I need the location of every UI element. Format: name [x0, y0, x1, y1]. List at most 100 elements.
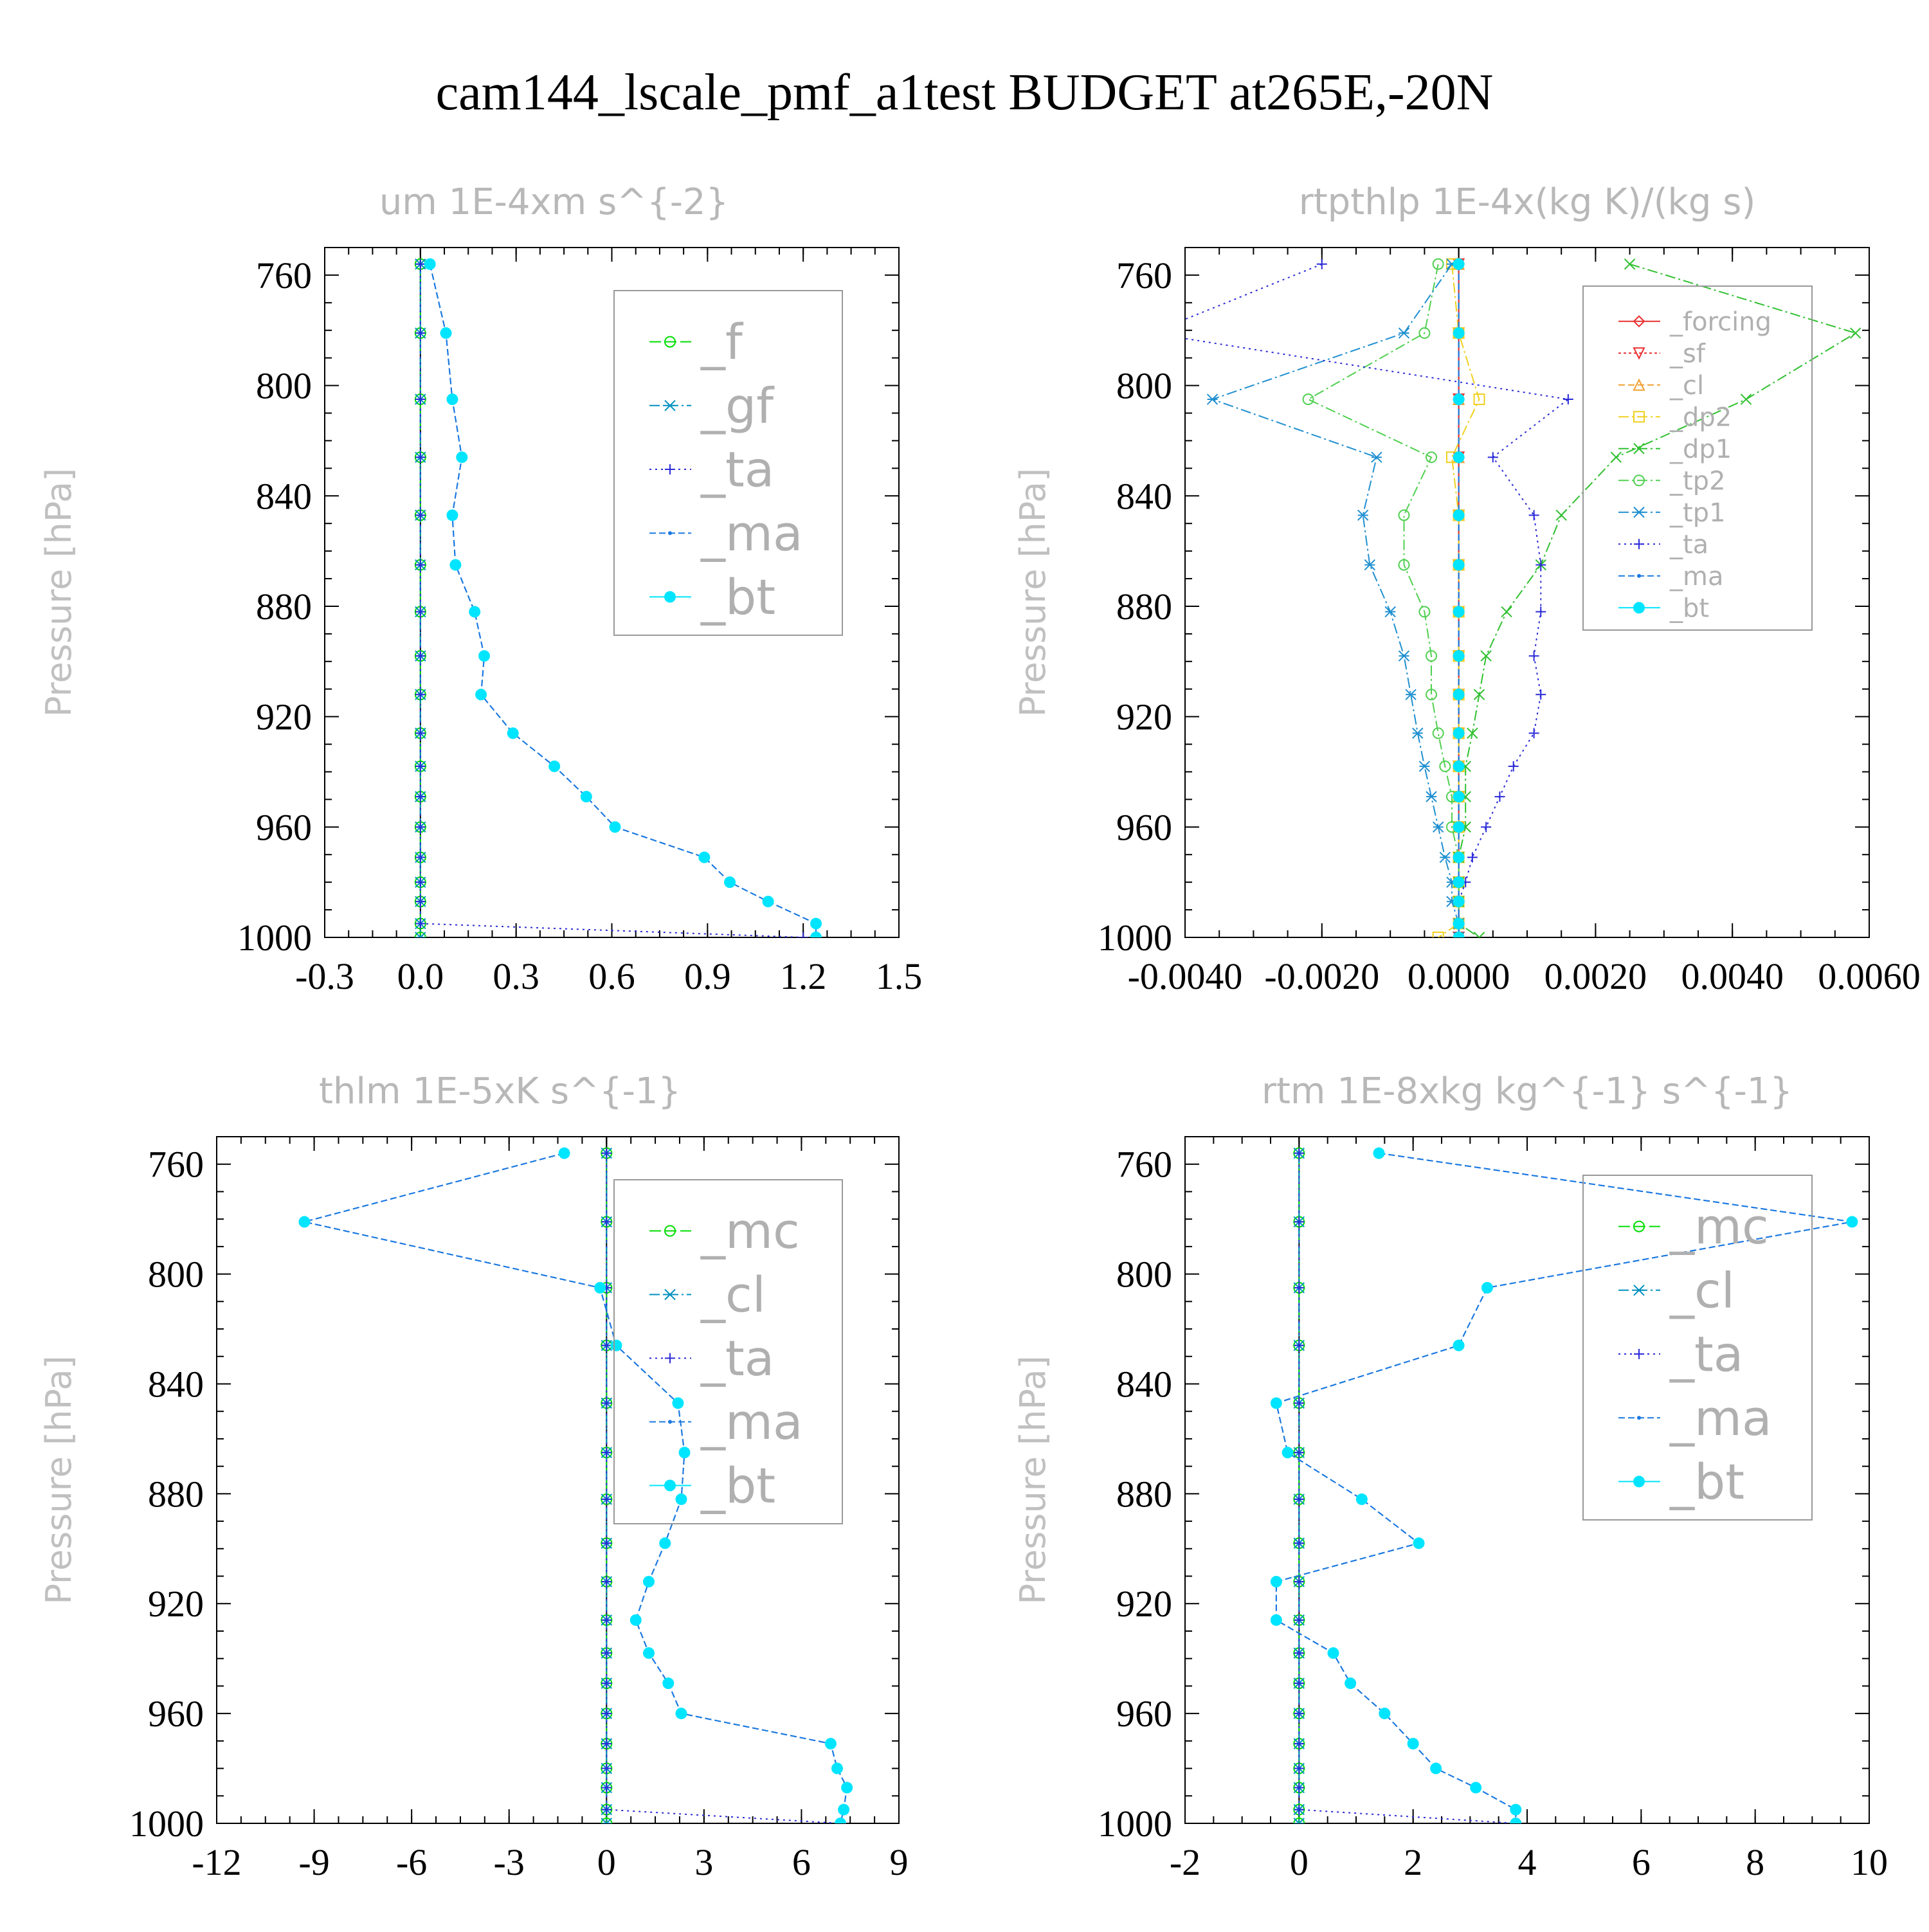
data-point-ta	[1508, 761, 1519, 772]
x-tick-label: -12	[192, 1841, 241, 1883]
data-point-bt	[424, 258, 436, 270]
legend-label: _mc	[700, 1202, 800, 1259]
legend-marker	[668, 531, 672, 536]
legend-marker	[664, 1479, 676, 1492]
y-tick-label: 880	[256, 586, 312, 627]
legend-label: _ta	[1669, 530, 1708, 559]
legend-label: _ta	[700, 441, 774, 498]
y-axis-label: Pressure [hPa]	[1013, 1355, 1053, 1604]
data-point-ta	[601, 1678, 612, 1689]
data-point-ta	[415, 258, 426, 269]
data-point-ta	[601, 1782, 612, 1793]
data-point-ta	[1294, 1216, 1305, 1227]
data-point-bt	[558, 1147, 570, 1159]
x-tick-label: 0.0060	[1818, 955, 1921, 997]
x-tick-label: 0.0020	[1544, 955, 1647, 997]
data-point-ta	[415, 791, 426, 802]
data-point-bt	[1453, 821, 1465, 833]
legend-marker	[664, 1288, 676, 1301]
data-point-tp2	[1398, 509, 1410, 521]
data-point-ta	[415, 918, 426, 929]
data-point-ta	[415, 896, 426, 907]
data-point-tp2	[1398, 559, 1410, 571]
data-point-bt	[810, 917, 822, 930]
data-point-ta	[1528, 728, 1539, 739]
data-point-ta	[601, 1738, 612, 1749]
y-tick-label: 920	[148, 1583, 204, 1625]
data-point-bt	[1453, 727, 1465, 739]
data-point-ta	[1294, 1648, 1305, 1659]
data-point-ta	[601, 1538, 612, 1549]
data-point-bt	[594, 1281, 606, 1294]
series-line-bt	[1275, 1152, 1852, 1823]
chart-panel-3: thlm 1E-5xK s^{-1} Pressure [hPa] 760 800 84…	[39, 1070, 909, 1883]
data-point-ta	[601, 1763, 612, 1774]
x-tick-label: 1.2	[780, 955, 827, 997]
data-point-bt	[298, 1216, 311, 1228]
legend-label: _cl	[1669, 1261, 1735, 1319]
legend-marker	[1634, 1349, 1644, 1359]
data-point-ta	[1535, 559, 1546, 570]
data-point-bt	[469, 606, 481, 618]
legend-label: _cl	[700, 1266, 766, 1323]
data-point-bt	[835, 1818, 847, 1823]
data-point-ta	[1294, 1738, 1305, 1749]
data-point-ta	[1294, 1708, 1305, 1719]
legend-label: _mc	[1669, 1198, 1769, 1255]
data-point-tp2	[1432, 258, 1444, 270]
legend-marker	[1633, 474, 1645, 487]
legend-label: _bt	[1669, 593, 1709, 623]
data-point-bt	[1453, 689, 1465, 701]
legend-marker	[665, 464, 675, 474]
series-line-ta	[1185, 263, 1570, 937]
data-point-ta	[415, 452, 426, 463]
data-point-ta	[601, 1494, 612, 1504]
data-point-bt	[609, 821, 621, 833]
x-tick-label: -0.0040	[1128, 955, 1243, 997]
data-point-bt	[1413, 1537, 1425, 1549]
y-tick-label: 960	[148, 1693, 204, 1735]
y-tick-label: 1000	[1098, 917, 1172, 959]
data-point-ta	[1294, 1340, 1305, 1351]
legend-marker	[1633, 315, 1645, 328]
data-point-bt	[1510, 1818, 1522, 1823]
data-point-ta	[415, 689, 426, 700]
y-axis-label: Pressure [hPa]	[39, 468, 79, 717]
data-point-bt	[1470, 1782, 1482, 1794]
x-tick-label: 3	[694, 1841, 713, 1883]
legend-marker	[664, 400, 676, 411]
legend-label: _bt	[700, 568, 775, 626]
legend-label: _tp1	[1669, 498, 1726, 528]
data-point-bt	[1355, 1493, 1368, 1505]
data-point-bt	[838, 1803, 850, 1816]
series-group	[1185, 257, 1861, 937]
legend-marker	[1634, 539, 1644, 550]
legend-box	[1582, 285, 1813, 631]
data-point-bt	[1481, 1281, 1493, 1294]
data-point-ta	[1535, 689, 1546, 700]
data-point-ta	[1294, 1576, 1305, 1587]
data-point-dp1	[1467, 727, 1478, 739]
legend-marker	[1633, 1285, 1645, 1296]
legend-label: _cl	[1669, 371, 1704, 401]
x-tick-label: 2	[1404, 1841, 1422, 1883]
legend-label: _ma	[700, 505, 803, 562]
data-point-bt	[672, 1397, 684, 1409]
series-group	[1270, 1147, 1858, 1823]
data-point-bt	[1453, 327, 1465, 339]
data-point-ta	[1294, 1282, 1305, 1293]
data-point-tp1	[1398, 650, 1410, 662]
data-point-bt	[446, 509, 458, 521]
data-point-ta	[1294, 1494, 1305, 1504]
legend-label: _sf	[1669, 339, 1706, 368]
legend-label: _bt	[700, 1457, 775, 1514]
legend: _mc _cl _ta _ma _bt	[1582, 1175, 1813, 1521]
data-point-tp2	[1432, 727, 1444, 739]
legend-label: _ma	[700, 1393, 803, 1450]
data-point-ta	[415, 328, 426, 339]
data-point-ta	[601, 1614, 612, 1625]
x-tick-label: -2	[1170, 1841, 1200, 1883]
data-point-bt	[1327, 1647, 1339, 1659]
data-point-bt	[1270, 1614, 1282, 1626]
